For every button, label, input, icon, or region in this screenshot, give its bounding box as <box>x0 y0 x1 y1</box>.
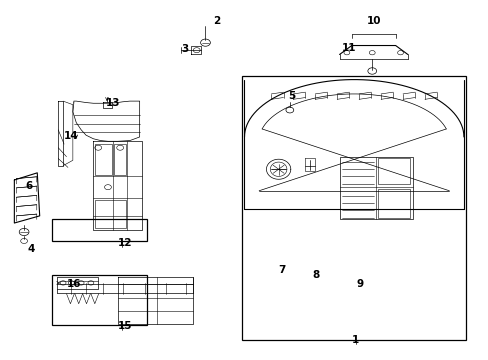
Text: 3: 3 <box>181 45 188 54</box>
Text: 1: 1 <box>351 335 358 345</box>
Text: 10: 10 <box>366 16 380 26</box>
Bar <box>377 189 409 218</box>
Bar <box>95 144 112 175</box>
Bar <box>242 76 466 339</box>
Text: 12: 12 <box>118 238 132 248</box>
Text: 8: 8 <box>312 270 319 280</box>
Bar <box>339 157 412 220</box>
Text: 16: 16 <box>66 279 81 289</box>
Text: 2: 2 <box>212 16 220 26</box>
Bar <box>95 200 126 228</box>
Bar <box>377 158 409 184</box>
Text: 11: 11 <box>341 43 356 53</box>
Bar <box>114 144 126 175</box>
Text: 5: 5 <box>288 91 295 101</box>
Text: 7: 7 <box>278 265 285 275</box>
Text: 14: 14 <box>64 131 79 140</box>
Text: 13: 13 <box>105 98 120 108</box>
Text: 4: 4 <box>27 243 35 253</box>
Bar <box>52 220 147 241</box>
Text: 9: 9 <box>356 279 363 289</box>
Text: 6: 6 <box>25 181 32 191</box>
Text: 15: 15 <box>118 321 132 330</box>
Bar <box>52 275 147 325</box>
